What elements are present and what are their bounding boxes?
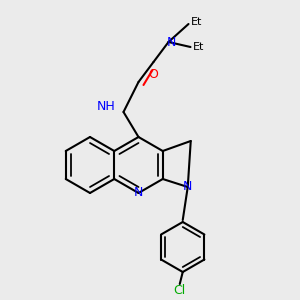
Text: O: O: [148, 68, 158, 80]
Text: Et: Et: [191, 17, 202, 27]
Text: N: N: [167, 35, 176, 49]
Text: N: N: [134, 187, 143, 200]
Text: NH: NH: [97, 100, 116, 113]
Text: N: N: [183, 181, 192, 194]
Text: Cl: Cl: [174, 284, 186, 296]
Text: Et: Et: [193, 42, 204, 52]
